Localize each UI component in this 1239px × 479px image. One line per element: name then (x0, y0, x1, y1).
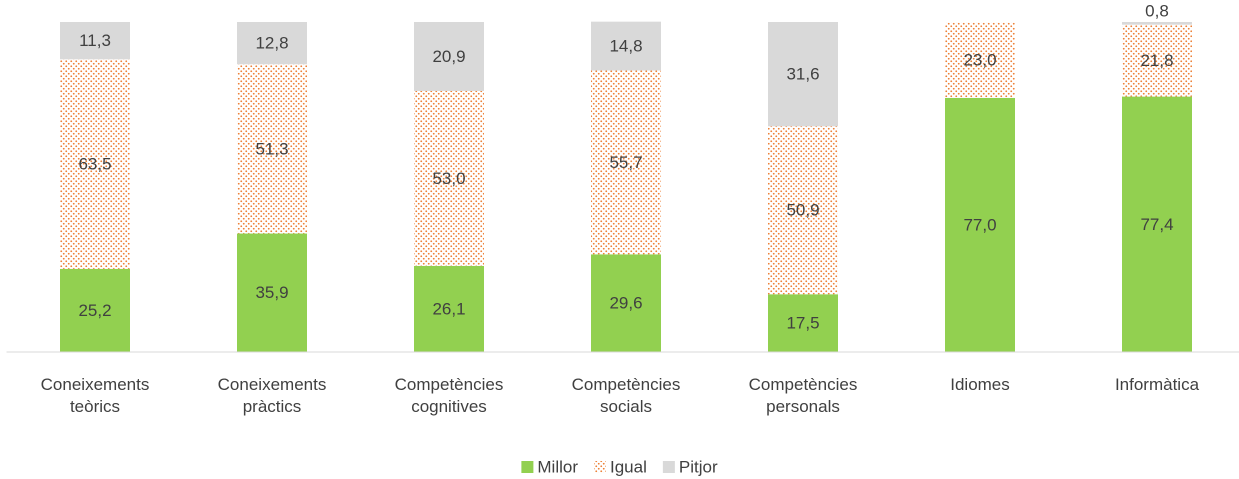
value-label: 11,3 (79, 31, 111, 50)
x-tick-label: Idiomes (950, 375, 1010, 394)
bar-segment (945, 22, 1015, 98)
value-label: 50,9 (786, 201, 819, 220)
value-label: 55,7 (609, 153, 642, 172)
value-label: 14,8 (609, 37, 642, 56)
value-label: 12,8 (255, 34, 288, 53)
bar-segment (768, 294, 838, 352)
bar-segment (768, 22, 838, 127)
x-tick-label: Coneixements pràctics (217, 375, 327, 416)
bar-segment (60, 268, 130, 352)
bar-segment (1122, 24, 1192, 97)
value-label: 77,0 (963, 215, 996, 234)
value-label: 63,5 (78, 155, 111, 174)
value-label: 31,6 (786, 65, 819, 84)
bar-segment (591, 254, 661, 352)
x-tick-label: Competències personals (748, 375, 858, 416)
bar-segment (591, 70, 661, 255)
bar-segment (945, 97, 1015, 353)
value-label: 29,6 (609, 294, 642, 313)
legend-label: Pitjor (679, 457, 718, 476)
legend-label: Millor (537, 457, 578, 476)
value-label: 77,4 (1140, 215, 1173, 234)
legend-swatch (662, 461, 675, 473)
bar-segment (60, 22, 130, 60)
bar-segment (414, 22, 484, 91)
legend-swatch (594, 461, 606, 473)
value-label: 0,8 (1145, 1, 1169, 20)
x-tick-label: Informàtica (1114, 375, 1200, 394)
value-label: 23,0 (963, 50, 996, 69)
bar-segment (768, 126, 838, 295)
bar-segment (60, 59, 130, 269)
value-label: 20,9 (432, 47, 465, 66)
legend-label: Igual (610, 457, 647, 476)
x-tick-label: Coneixements teòrics (40, 375, 150, 416)
value-label: 26,1 (432, 299, 465, 318)
value-label: 21,8 (1140, 51, 1173, 70)
bar-segment (414, 265, 484, 352)
legend-swatch (521, 461, 534, 473)
value-label: 35,9 (255, 283, 288, 302)
bar-segment (237, 233, 307, 352)
bar-segment (414, 90, 484, 266)
value-label: 17,5 (786, 314, 819, 333)
bar-segment (1122, 22, 1192, 25)
bar-segment (591, 21, 661, 71)
x-tick-label: Competències socials (571, 375, 681, 416)
value-label: 53,0 (432, 169, 465, 188)
bar-segment (237, 64, 307, 234)
bar-segment (1122, 96, 1192, 352)
bar-segment (237, 22, 307, 65)
value-label: 25,2 (78, 301, 111, 320)
value-label: 51,3 (255, 139, 288, 158)
x-tick-label: Competències cognitives (394, 375, 504, 416)
